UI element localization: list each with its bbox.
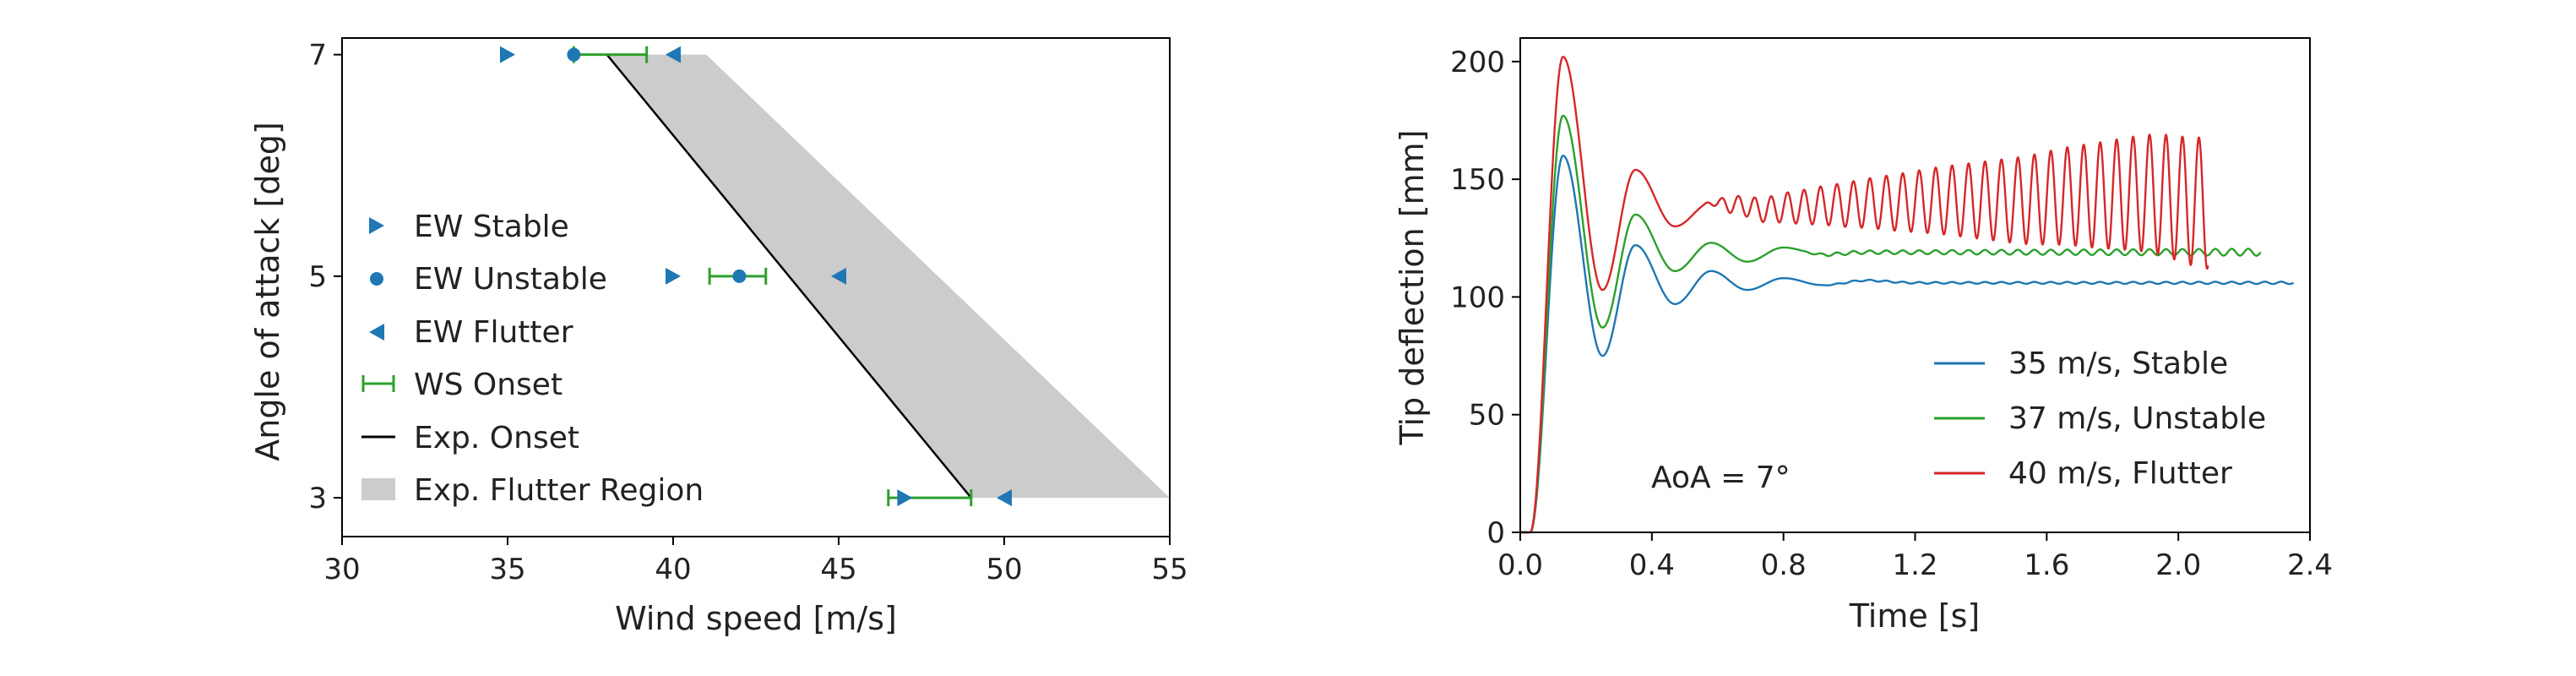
x-axis-title-left: Wind speed [m/s]: [615, 600, 897, 637]
y-tick-label-50: 50: [1469, 399, 1505, 433]
y-tick-label-3: 3: [308, 482, 327, 515]
flutter-boundary-chart: 30 35 40 45 50 55 357 Wind speed [m/s] Angle …: [249, 37, 1188, 637]
x-tick-label-35: 35: [489, 553, 525, 586]
x-tick-label-0.0: 0.0: [1497, 548, 1543, 582]
legend-label-ew-unstable: EW Unstable: [414, 262, 607, 297]
ew-flutter-point-0: [666, 46, 681, 63]
legend-item-exp-onset: Exp. Onset: [361, 421, 579, 455]
y-tick-label-5: 5: [308, 260, 327, 294]
y-axis-title-right: Tip deflection [mm]: [1394, 129, 1431, 445]
x-ticks-left: 30 35 40 45 50 55: [323, 537, 1188, 586]
y-tick-label-0: 0: [1486, 516, 1505, 550]
plot-frame-left: [341, 37, 1171, 537]
tip-deflection-chart: 0.0 0.4 0.8 1.2 1.6 2.0 2.4 0 50 100 150 200 Time …: [1394, 37, 2333, 635]
legend-label-exp-onset: Exp. Onset: [414, 421, 579, 455]
onset-line: [606, 53, 972, 499]
legend-item-ew-unstable: EW Unstable: [370, 262, 607, 297]
legend-right: 35 m/s, Stable 37 m/s, Unstable 40 m/s, …: [1934, 346, 2266, 491]
y-tick-label-100: 100: [1450, 281, 1505, 314]
aoa-annotation: AoA = 7°: [1651, 461, 1791, 495]
x-tick-label-50: 50: [986, 553, 1022, 586]
legend-label-37-unstable: 37 m/s, Unstable: [2008, 401, 2266, 436]
ew-stable-point-1: [666, 267, 681, 285]
legend-label-35-stable: 35 m/s, Stable: [2008, 346, 2228, 381]
series-35-m-s-stable: [1519, 155, 2295, 534]
legend-label-ew-flutter: EW Flutter: [414, 315, 573, 350]
x-ticks-right: 0.0 0.4 0.8 1.2 1.6 2.0 2.4: [1497, 532, 2333, 582]
y-tick-label-7: 7: [308, 39, 327, 73]
legend-left: EW Stable EW Unstable EW Flutter WS Onse…: [361, 210, 704, 508]
series-40-m-s-flutter: [1519, 56, 2209, 534]
legend-label-ws-onset: WS Onset: [414, 368, 562, 402]
ew-stable-point-0: [500, 46, 515, 63]
x-tick-label-2.0: 2.0: [2155, 548, 2201, 582]
x-tick-label-0.4: 0.4: [1629, 548, 1675, 582]
legend-item-40-flutter: 40 m/s, Flutter: [1934, 456, 2232, 491]
ew-unstable-point-1: [732, 269, 747, 283]
x-tick-label-40: 40: [655, 553, 691, 586]
x-tick-label-45: 45: [820, 553, 856, 586]
y-tick-label-150: 150: [1450, 163, 1505, 197]
legend-item-ew-flutter: EW Flutter: [369, 315, 573, 350]
x-tick-label-0.8: 0.8: [1761, 548, 1807, 582]
tip-deflection-lines: [1519, 56, 2295, 534]
legend-item-37-unstable: 37 m/s, Unstable: [1934, 401, 2266, 436]
legend-item-ws-onset: WS Onset: [361, 368, 562, 402]
y-axis-title-left: Angle of attack [deg]: [249, 122, 286, 461]
legend-item-ew-stable: EW Stable: [369, 210, 569, 244]
legend-item-35-stable: 35 m/s, Stable: [1934, 346, 2228, 381]
legend-label-exp-flutter-region: Exp. Flutter Region: [414, 473, 704, 508]
legend-label-ew-stable: EW Stable: [414, 210, 569, 244]
x-tick-label-2.4: 2.4: [2287, 548, 2333, 582]
x-tick-label-55: 55: [1151, 553, 1187, 586]
x-tick-label-1.6: 1.6: [2024, 548, 2069, 582]
y-ticks-right: 0 50 100 150 200: [1450, 46, 1520, 550]
y-ticks-left: 3 5 7: [308, 39, 342, 515]
legend-label-40-flutter: 40 m/s, Flutter: [2008, 456, 2232, 491]
ew-markers: [500, 46, 1012, 507]
legend-marker-ew-unstable: [370, 272, 383, 286]
x-tick-label-30: 30: [323, 553, 360, 586]
ew-flutter-point-1: [831, 267, 846, 285]
exp-onset-line: [606, 53, 972, 499]
y-tick-label-200: 200: [1450, 46, 1505, 79]
ew-flutter-point-2: [997, 489, 1012, 507]
legend-marker-ew-stable: [369, 217, 384, 234]
legend-marker-ew-flutter: [369, 324, 384, 341]
series-37-m-s-unstable: [1519, 114, 2262, 534]
x-axis-title-right: Time [s]: [1849, 597, 1981, 635]
x-tick-label-1.2: 1.2: [1892, 548, 1937, 582]
ew-unstable-point-0: [567, 47, 581, 62]
ew-stable-point-2: [897, 489, 913, 507]
flutter-region: [606, 54, 1170, 499]
legend-item-exp-flutter-region: Exp. Flutter Region: [361, 473, 704, 508]
flutter-region-polygon: [606, 54, 1170, 499]
